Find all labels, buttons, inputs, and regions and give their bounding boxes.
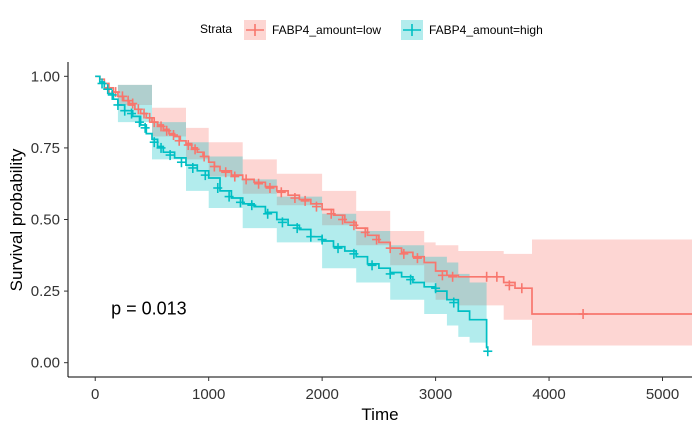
censor-mark-high — [156, 142, 166, 153]
censor-mark-low — [241, 174, 251, 185]
censor-mark-low — [276, 187, 286, 198]
censor-mark-high — [349, 248, 359, 259]
censor-mark-high — [247, 200, 257, 211]
censor-mark-low — [517, 283, 527, 294]
confidence-bands — [95, 76, 692, 352]
censor-mark-high — [235, 197, 245, 208]
censor-mark-high — [431, 283, 441, 294]
legend-item-high: FABP4_amount=high — [401, 20, 543, 40]
censor-mark-high — [333, 243, 343, 254]
censor-mark-high — [317, 234, 327, 245]
censor-mark-low — [504, 280, 514, 291]
y-tick-label: 0.75 — [31, 140, 60, 157]
censor-mark-high — [188, 162, 198, 173]
censor-mark-low — [230, 171, 240, 182]
censor-mark-low — [190, 144, 200, 155]
censor-mark-low — [128, 98, 138, 109]
confidence-band-high — [95, 76, 487, 352]
censor-mark-high — [449, 297, 459, 308]
x-tick-label: 1000 — [192, 386, 225, 403]
censor-mark-high — [134, 117, 144, 128]
censor-mark-high — [483, 346, 493, 357]
y-axis-title: Survival probability — [7, 148, 26, 291]
censor-mark-low — [290, 193, 300, 204]
censor-mark-low — [254, 178, 264, 189]
censor-mark-low — [221, 167, 231, 178]
y-axis-ticks: 0.00 0.25 0.50 0.75 1.00 — [31, 68, 68, 372]
censor-mark-high — [107, 89, 117, 100]
censor-mark-low — [265, 183, 275, 193]
y-tick-label: 0.25 — [31, 283, 60, 300]
censor-marks — [97, 78, 588, 357]
censor-mark-high — [140, 122, 150, 133]
legend: Strata FABP4_amount=low FABP4_amount=hig… — [200, 20, 543, 40]
censor-mark-high — [213, 183, 223, 193]
censor-mark-low — [349, 220, 359, 231]
censor-mark-high — [406, 274, 416, 285]
x-tick-label: 0 — [91, 386, 99, 403]
x-tick-label: 2000 — [305, 386, 338, 403]
legend-title: Strata — [200, 22, 232, 36]
censor-mark-high — [103, 84, 113, 95]
y-tick-label: 0.00 — [31, 355, 60, 372]
censor-mark-low — [183, 140, 193, 151]
censor-mark-high — [367, 260, 377, 271]
censor-mark-low — [149, 117, 159, 128]
censor-mark-low — [399, 248, 409, 259]
x-axis-title: Time — [361, 405, 398, 424]
censor-mark-low — [199, 151, 209, 162]
censor-mark-high — [277, 217, 287, 228]
censor-mark-low — [145, 112, 155, 123]
censor-mark-high — [149, 137, 159, 148]
legend-label-high: FABP4_amount=high — [429, 23, 543, 37]
y-tick-label: 1.00 — [31, 68, 60, 85]
censor-mark-low — [169, 130, 179, 141]
censor-mark-low — [482, 271, 492, 282]
censor-mark-low — [448, 271, 458, 282]
censor-mark-low — [117, 91, 127, 102]
y-tick-label: 0.50 — [31, 212, 60, 229]
x-tick-label: 4000 — [532, 386, 565, 403]
censor-mark-low — [360, 227, 370, 238]
censor-mark-high — [385, 268, 395, 279]
censor-mark-low — [139, 108, 149, 119]
censor-mark-low — [209, 161, 219, 172]
censor-mark-high — [127, 108, 137, 119]
survival-curve-high — [95, 75, 488, 349]
censor-mark-low — [156, 121, 166, 132]
censor-mark-high — [292, 223, 302, 234]
censor-mark-low — [300, 195, 310, 206]
censor-mark-low — [133, 104, 143, 115]
censor-mark-low — [372, 234, 382, 245]
censor-mark-high — [165, 150, 175, 161]
censor-mark-high — [97, 78, 107, 89]
censor-mark-low — [338, 214, 348, 225]
censor-mark-low — [326, 208, 336, 219]
censor-mark-high — [306, 231, 316, 242]
censor-mark-high — [263, 208, 273, 219]
censor-mark-low — [123, 95, 133, 106]
censor-mark-low — [104, 82, 114, 93]
censor-mark-high — [120, 105, 130, 116]
censor-mark-low — [412, 253, 422, 264]
censor-mark-low — [162, 125, 172, 136]
censor-mark-low — [311, 201, 321, 212]
censor-mark-high — [176, 157, 186, 168]
censor-mark-high — [200, 170, 210, 181]
legend-label-low: FABP4_amount=low — [272, 23, 381, 37]
legend-item-low: FABP4_amount=low — [244, 20, 381, 40]
x-axis-ticks: 0 1000 2000 3000 4000 5000 — [91, 377, 679, 403]
x-tick-label: 3000 — [419, 386, 452, 403]
p-value-annotation: p = 0.013 — [111, 298, 187, 318]
censor-mark-low — [437, 270, 447, 281]
censor-mark-low — [174, 135, 184, 146]
x-tick-label: 5000 — [646, 386, 679, 403]
censor-mark-low — [385, 243, 395, 254]
censor-mark-high — [224, 191, 234, 202]
censor-mark-high — [113, 99, 123, 110]
confidence-band-low — [95, 76, 692, 346]
censor-mark-low — [578, 309, 588, 319]
censor-mark-low — [492, 271, 502, 282]
